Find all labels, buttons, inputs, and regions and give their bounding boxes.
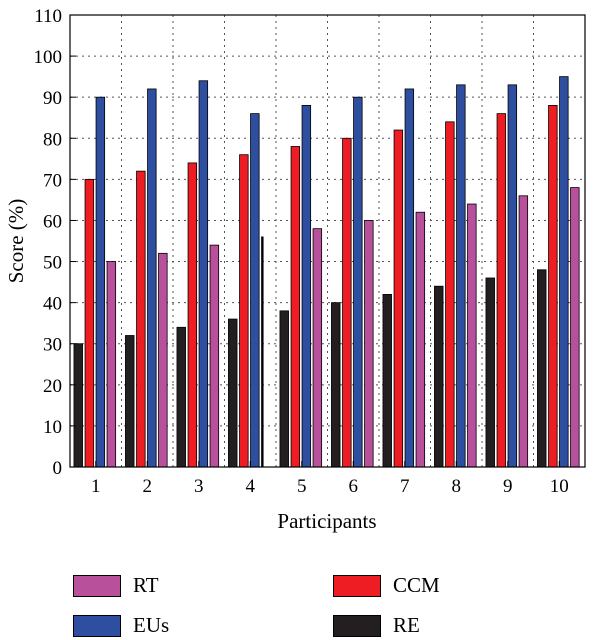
x-tick-label: 6	[349, 476, 359, 497]
bar-eus-6	[353, 96, 363, 468]
legend-item-re: RE	[333, 613, 420, 638]
y-tick-label: 50	[43, 253, 62, 274]
y-tick-label: 110	[34, 6, 62, 27]
bar-re-5	[279, 310, 289, 468]
bars	[73, 76, 580, 468]
legend-swatch-re	[333, 614, 381, 637]
bar-ccm-3	[187, 162, 198, 468]
legend-label-eus: EUs	[133, 613, 170, 637]
x-tick-label: 5	[297, 476, 307, 497]
bar-eus-3	[198, 80, 209, 468]
bar-ccm-9	[496, 113, 507, 468]
legend-item-ccm: CCM	[333, 573, 440, 598]
bar-rt-1	[106, 261, 117, 468]
bar-rt-8	[467, 203, 477, 468]
legend-swatch-ccm	[333, 574, 381, 597]
y-axis-label: Score (%)	[4, 199, 28, 284]
bar-rt-5	[312, 228, 323, 468]
y-tick-label: 90	[43, 88, 62, 109]
y-tick-label: 20	[43, 376, 62, 397]
y-tick-label: 10	[43, 417, 62, 438]
bar-eus-2	[147, 88, 157, 468]
bar-rt-4	[261, 236, 264, 468]
legend-swatch-rt	[73, 574, 121, 597]
legend-label-re: RE	[393, 613, 420, 637]
y-tick-label: 60	[43, 211, 62, 232]
legend-item-rt: RT	[73, 573, 159, 598]
bar-ccm-8	[445, 121, 455, 468]
axis-ticks: 0 10 20 30 40 50 60 70 80 90 100 110 1 2 3 4 5 6 7 8 9 10	[34, 6, 569, 497]
bar-ccm-6	[342, 137, 352, 468]
bar-re-9	[485, 277, 495, 468]
bar-re-3	[176, 326, 186, 468]
bar-ccm-10	[548, 105, 558, 468]
y-tick-label: 30	[43, 335, 62, 356]
bar-eus-1	[95, 96, 106, 468]
bar-rt-3	[209, 244, 220, 468]
x-tick-label: 1	[91, 476, 101, 497]
bar-rt-6	[364, 220, 374, 468]
legend-label-rt: RT	[133, 573, 159, 597]
bar-re-7	[382, 294, 392, 468]
bar-re-4	[228, 318, 238, 468]
x-tick-label: 7	[400, 476, 410, 497]
bar-rt-2	[158, 252, 168, 468]
x-tick-label: 4	[246, 476, 256, 497]
y-tick-label: 0	[53, 458, 63, 479]
y-tick-label: 100	[34, 47, 63, 68]
bar-ccm-5	[290, 146, 301, 468]
legend-label-ccm: CCM	[393, 573, 440, 597]
bar-re-1	[73, 343, 83, 468]
legend-item-eus: EUs	[73, 613, 169, 638]
y-tick-label: 40	[43, 294, 62, 315]
x-tick-label: 8	[452, 476, 462, 497]
bar-re-8	[434, 285, 444, 468]
bar-re-2	[125, 335, 135, 468]
bar-ccm-1	[84, 178, 95, 468]
x-tick-label: 3	[194, 476, 204, 497]
bar-eus-5	[301, 105, 312, 468]
bar-rt-7	[415, 211, 426, 468]
x-tick-label: 2	[143, 476, 153, 497]
plot-frame	[69, 14, 586, 468]
bar-eus-8	[456, 84, 466, 468]
y-tick-label: 70	[43, 170, 62, 191]
bar-ccm-7	[393, 129, 404, 468]
bar-ccm-4	[239, 154, 249, 468]
x-axis-label: Participants	[277, 509, 376, 533]
bar-eus-9	[507, 84, 518, 468]
bar-re-10	[537, 269, 547, 468]
bar-rt-9	[518, 195, 529, 468]
bar-ccm-2	[136, 170, 146, 468]
y-tick-label: 80	[43, 129, 62, 150]
bar-re-6	[331, 302, 341, 468]
legend-swatch-eus	[73, 614, 121, 637]
x-tick-label: 10	[550, 476, 569, 497]
x-tick-label: 9	[503, 476, 513, 497]
bar-eus-10	[559, 76, 569, 468]
bar-eus-7	[404, 88, 415, 468]
bar-eus-4	[250, 113, 260, 468]
bar-rt-10	[570, 187, 580, 468]
